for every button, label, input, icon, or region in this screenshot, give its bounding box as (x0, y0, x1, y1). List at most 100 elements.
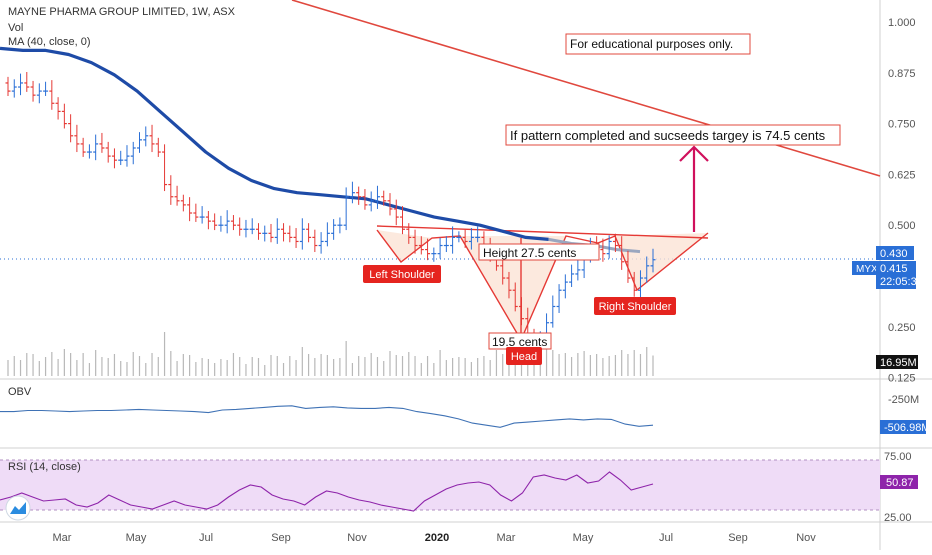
volume-bar (552, 350, 554, 376)
volume-bar (88, 363, 91, 376)
volume-bar (589, 355, 591, 376)
volume-bar (652, 355, 654, 376)
volume-bar (401, 356, 404, 376)
volume-bar (295, 360, 297, 376)
right-shoulder-badge[interactable] (594, 297, 676, 315)
volume-bar (226, 360, 228, 376)
candlesticks (5, 71, 656, 354)
volume-bar (51, 352, 53, 376)
volume-bar (251, 357, 253, 376)
time-axis-label: Mar (497, 532, 516, 544)
education-note-box[interactable] (565, 33, 751, 55)
ma-40-line (0, 46, 549, 241)
price-tick-label: 0.250 (888, 322, 916, 334)
volume-bar (376, 357, 379, 376)
volume-bars (7, 332, 654, 376)
volume-bar (307, 354, 310, 376)
time-axis-label: Jul (659, 532, 673, 544)
volume-bar (182, 354, 184, 376)
volume-bar (633, 350, 635, 376)
left-shoulder-badge[interactable] (363, 265, 441, 283)
target-note-text: If pattern completed and sucseeds targey… (510, 128, 826, 143)
obv-value-tag (880, 420, 926, 434)
price-tick-label: 0.625 (888, 169, 916, 181)
volume-bar (301, 347, 303, 376)
volume-bar (489, 360, 491, 376)
volume-bar (339, 358, 341, 376)
volume-bar (395, 355, 397, 376)
volume-bar (502, 354, 504, 376)
volume-bar (477, 358, 479, 376)
volume-bar (389, 351, 391, 376)
volume-bar (621, 350, 623, 376)
volume-bar (220, 359, 222, 376)
volume-bar (239, 357, 241, 376)
target-note-box[interactable] (505, 124, 841, 146)
volume-bar (639, 354, 642, 376)
obv-pane-label: OBV (8, 386, 32, 398)
volume-bar (95, 350, 97, 376)
rsi-band-fill (0, 460, 880, 510)
volume-bar (282, 363, 285, 376)
education-note-text: For educational purposes only. (570, 37, 733, 51)
volume-bar (195, 362, 197, 376)
volume-bar (270, 355, 272, 376)
volume-bar (452, 358, 454, 376)
height-label-text: Height 27.5 cents (483, 246, 576, 260)
ma-legend: MA (40, close, 0) (8, 36, 91, 48)
time-axis-label: May (126, 532, 147, 544)
target-arrow-head (679, 145, 709, 162)
ticker-tag (852, 261, 880, 275)
volume-label: Vol (8, 22, 24, 34)
volume-bar (583, 351, 585, 376)
tradingview-logo (5, 495, 31, 521)
volume-bar (627, 354, 629, 376)
volume-bar (539, 359, 541, 376)
volume-bar (82, 353, 84, 376)
volume-bar (558, 354, 560, 376)
height-label-box[interactable] (478, 243, 600, 261)
volume-bar (13, 356, 15, 376)
volume-bar (314, 358, 316, 376)
volume-tag-text: 16.95M (880, 357, 917, 369)
volume-bar (483, 356, 485, 376)
price-axis[interactable]: 1.000 0.875 0.750 0.625 0.500 0.250 0.125 (888, 17, 916, 385)
volume-bar (232, 353, 235, 376)
rsi-axis-tick-lower: 25.00 (884, 512, 912, 524)
volume-bar (614, 355, 617, 376)
volume-bar (608, 356, 610, 376)
time-axis[interactable]: Mar May Jul Sep Nov 2020 Mar May Jul Sep Nov (53, 532, 817, 544)
right-shoulder-fill (615, 233, 708, 290)
ticker-tag-text: MYX (856, 264, 878, 275)
obv-line (0, 405, 654, 428)
volume-bar (276, 356, 278, 376)
time-axis-label: Sep (728, 532, 748, 544)
head-fill (460, 236, 566, 340)
volume-bar (132, 352, 134, 376)
time-axis-label: Sep (271, 532, 291, 544)
rsi-line (0, 471, 654, 512)
head-badge[interactable] (506, 347, 542, 365)
rsi-value-text: 50.87 (886, 477, 914, 489)
volume-tag (876, 355, 918, 369)
time-axis-label: 2020 (425, 532, 449, 544)
volume-bar (207, 359, 209, 376)
low-label-text: 19.5 cents (492, 335, 547, 349)
volume-bar (370, 353, 372, 376)
volume-bar (26, 353, 28, 376)
obv-axis-tick: -250M (888, 394, 919, 406)
volume-bar (458, 357, 460, 376)
volume-bar (63, 349, 65, 376)
volume-bar (107, 358, 109, 376)
time-axis-label: Nov (347, 532, 367, 544)
volume-bar (564, 353, 566, 376)
volume-bar (57, 359, 59, 376)
volume-bar (464, 358, 466, 376)
volume-bar (170, 351, 172, 376)
volume-bar (470, 362, 472, 376)
volume-bar (38, 361, 40, 376)
volume-bar (7, 360, 9, 376)
volume-bar (577, 353, 579, 376)
